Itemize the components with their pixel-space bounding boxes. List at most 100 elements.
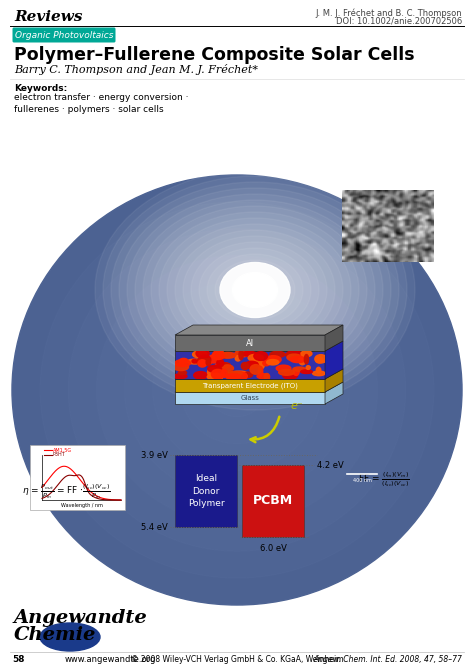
Text: Angewandte: Angewandte: [14, 609, 148, 627]
Polygon shape: [30, 445, 125, 510]
Ellipse shape: [95, 170, 415, 410]
Ellipse shape: [299, 357, 306, 364]
Polygon shape: [325, 341, 343, 379]
Text: 6.0 eV: 6.0 eV: [260, 544, 286, 553]
Ellipse shape: [250, 364, 262, 375]
Text: Reviews: Reviews: [14, 10, 82, 24]
Ellipse shape: [179, 358, 188, 363]
Text: PCBM: PCBM: [253, 494, 293, 507]
Ellipse shape: [215, 352, 228, 358]
Text: Glass: Glass: [241, 395, 259, 401]
Ellipse shape: [183, 236, 327, 344]
Text: FF = $\frac{(I_m)(V_m)}{(I_{sc})(V_{oc})}$: FF = $\frac{(I_m)(V_m)}{(I_{sc})(V_{oc})…: [358, 470, 410, 489]
Ellipse shape: [173, 364, 189, 371]
Ellipse shape: [119, 188, 391, 392]
FancyArrowPatch shape: [251, 417, 279, 442]
Polygon shape: [325, 369, 343, 392]
Ellipse shape: [197, 358, 210, 366]
Ellipse shape: [301, 370, 312, 373]
Ellipse shape: [264, 373, 270, 380]
Ellipse shape: [217, 359, 224, 366]
Text: Barry C. Thompson and Jean M. J. Fréchet*: Barry C. Thompson and Jean M. J. Fréchet…: [14, 64, 258, 75]
Ellipse shape: [227, 371, 242, 375]
Ellipse shape: [213, 350, 224, 357]
Ellipse shape: [315, 354, 327, 363]
Ellipse shape: [96, 256, 378, 525]
Ellipse shape: [306, 366, 310, 369]
Ellipse shape: [301, 350, 312, 356]
Ellipse shape: [287, 354, 301, 361]
Ellipse shape: [293, 369, 299, 375]
Ellipse shape: [226, 374, 241, 379]
Ellipse shape: [208, 367, 217, 377]
Ellipse shape: [68, 228, 406, 551]
Text: Polymer–Fullerene Composite Solar Cells: Polymer–Fullerene Composite Solar Cells: [14, 46, 415, 64]
Ellipse shape: [199, 361, 211, 365]
Ellipse shape: [286, 350, 302, 359]
Ellipse shape: [143, 206, 367, 374]
Text: electron transfer · energy conversion ·
fullerenes · polymers · solar cells: electron transfer · energy conversion · …: [14, 93, 189, 114]
Polygon shape: [175, 341, 343, 351]
Ellipse shape: [178, 371, 187, 375]
Ellipse shape: [244, 372, 253, 377]
Text: 400 nm: 400 nm: [353, 478, 372, 483]
Ellipse shape: [251, 358, 256, 368]
Ellipse shape: [206, 358, 210, 366]
Ellipse shape: [239, 278, 271, 302]
Ellipse shape: [233, 273, 277, 308]
Polygon shape: [175, 379, 325, 392]
Text: 58: 58: [12, 655, 25, 664]
Polygon shape: [325, 325, 343, 351]
Polygon shape: [175, 369, 343, 379]
Ellipse shape: [215, 260, 295, 320]
Ellipse shape: [245, 361, 258, 368]
Ellipse shape: [12, 175, 462, 605]
Ellipse shape: [241, 362, 249, 370]
Ellipse shape: [12, 175, 462, 605]
Ellipse shape: [285, 353, 294, 356]
Ellipse shape: [254, 352, 268, 360]
Text: J. M. J. Fréchet and B. C. Thompson: J. M. J. Fréchet and B. C. Thompson: [315, 8, 462, 17]
Ellipse shape: [304, 354, 309, 364]
Ellipse shape: [250, 363, 262, 368]
Ellipse shape: [251, 361, 255, 365]
Ellipse shape: [173, 374, 187, 379]
Ellipse shape: [199, 357, 209, 363]
Ellipse shape: [167, 224, 343, 356]
Ellipse shape: [312, 371, 325, 376]
Ellipse shape: [211, 369, 224, 379]
Ellipse shape: [223, 266, 287, 314]
Text: Organic Photovoltaics: Organic Photovoltaics: [15, 31, 113, 40]
Ellipse shape: [279, 369, 294, 375]
Ellipse shape: [220, 263, 290, 318]
Text: AM1.5G: AM1.5G: [53, 448, 72, 452]
Ellipse shape: [228, 372, 237, 381]
Ellipse shape: [208, 365, 221, 373]
Ellipse shape: [270, 351, 285, 357]
Ellipse shape: [194, 372, 208, 379]
Ellipse shape: [225, 373, 238, 379]
Ellipse shape: [266, 356, 278, 360]
Ellipse shape: [315, 356, 323, 363]
Text: Chemie: Chemie: [14, 626, 96, 644]
Ellipse shape: [290, 356, 306, 362]
Ellipse shape: [267, 360, 279, 365]
Ellipse shape: [135, 200, 375, 380]
Ellipse shape: [231, 272, 279, 308]
Ellipse shape: [293, 367, 306, 371]
Ellipse shape: [153, 310, 321, 470]
Ellipse shape: [196, 349, 209, 358]
Polygon shape: [175, 335, 325, 351]
Ellipse shape: [276, 365, 291, 371]
Ellipse shape: [191, 242, 319, 338]
Text: Wavelength / nm: Wavelength / nm: [61, 503, 102, 508]
Ellipse shape: [159, 218, 351, 362]
Text: Ideal
Donor
Polymer: Ideal Donor Polymer: [188, 474, 224, 508]
Text: 4.2 eV: 4.2 eV: [317, 460, 344, 470]
Ellipse shape: [103, 176, 407, 404]
Ellipse shape: [212, 352, 224, 360]
Ellipse shape: [40, 202, 434, 578]
Text: 3.9 eV: 3.9 eV: [141, 450, 168, 460]
Ellipse shape: [220, 352, 236, 358]
Text: e⁻: e⁻: [290, 401, 303, 411]
